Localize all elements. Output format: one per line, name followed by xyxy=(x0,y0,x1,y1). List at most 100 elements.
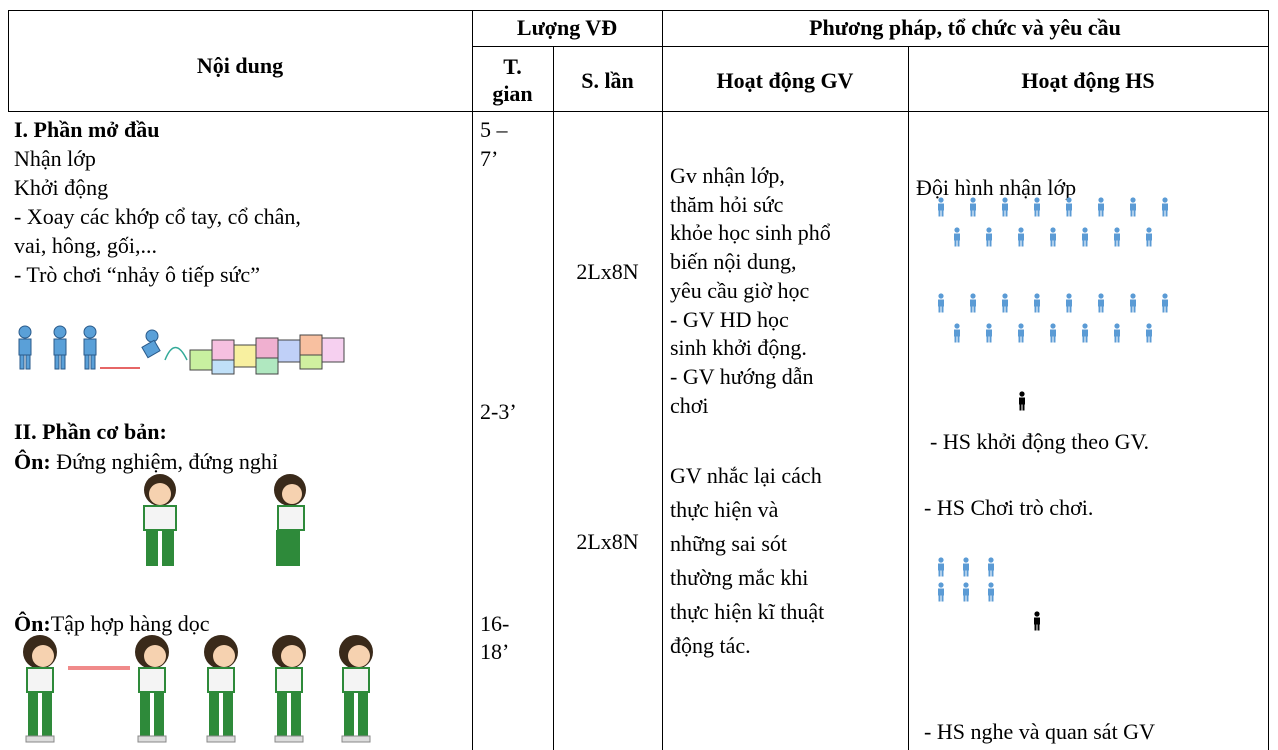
pants xyxy=(291,692,301,738)
student-icon xyxy=(1146,227,1152,247)
head xyxy=(986,227,992,233)
student-icon xyxy=(938,582,944,602)
text-line: - GV hướng dẫn xyxy=(670,363,814,389)
shoe xyxy=(25,735,55,743)
text-line: thực hiện kĩ thuật xyxy=(670,599,825,624)
student-icon xyxy=(1098,197,1104,217)
body xyxy=(988,588,994,596)
head xyxy=(1146,323,1152,329)
pants xyxy=(28,692,38,738)
text-line: những sai sót xyxy=(670,531,788,556)
leg xyxy=(1034,210,1037,217)
header-cell: S. lần xyxy=(581,68,634,93)
student-icon xyxy=(1002,197,1008,217)
body xyxy=(1098,203,1104,211)
head xyxy=(1050,323,1056,329)
body xyxy=(963,588,969,596)
student-icon xyxy=(1130,197,1136,217)
leg xyxy=(1019,404,1022,411)
leg xyxy=(986,336,989,343)
student-icon xyxy=(970,197,976,217)
leg xyxy=(1018,240,1021,247)
shoe xyxy=(137,735,167,743)
text-line: - HS khởi động theo GV. xyxy=(930,429,1150,454)
label: Ôn: xyxy=(14,611,51,636)
pants xyxy=(154,692,164,738)
head xyxy=(970,293,976,299)
pants xyxy=(209,692,219,738)
student-icon xyxy=(954,227,960,247)
time: 18’ xyxy=(480,639,510,664)
time: 16- xyxy=(480,611,510,636)
text-line: Ôn:Tập hợp hàng dọc xyxy=(14,610,210,638)
leg xyxy=(1037,306,1040,313)
section-title: II. Phần cơ bản: xyxy=(14,419,167,444)
leg xyxy=(1053,336,1056,343)
student-icon xyxy=(1082,227,1088,247)
text-line: Ôn: Đứng nghiệm, đứng nghỉ xyxy=(14,448,278,476)
border xyxy=(1268,10,1269,750)
head xyxy=(1082,227,1088,233)
leg xyxy=(991,570,994,577)
body xyxy=(938,563,944,571)
border xyxy=(8,10,9,111)
leg xyxy=(1082,336,1085,343)
student-icon xyxy=(1066,293,1072,313)
text-line: động tác. xyxy=(670,633,751,658)
text-line: Nhận lớp xyxy=(14,146,96,171)
leg xyxy=(1085,336,1088,343)
leg xyxy=(1149,240,1152,247)
leg xyxy=(973,306,976,313)
head xyxy=(1019,391,1025,397)
reps: 2Lx8N xyxy=(576,259,639,284)
body xyxy=(1034,203,1040,211)
time: 2-3’ xyxy=(480,399,517,424)
student-icon xyxy=(963,557,969,577)
lineup-image xyxy=(23,635,373,743)
leg xyxy=(1165,210,1168,217)
body xyxy=(1082,329,1088,337)
student-icon xyxy=(1018,323,1024,343)
header-cell: T. xyxy=(503,54,522,79)
pants xyxy=(277,692,287,738)
leg xyxy=(1069,210,1072,217)
head xyxy=(1130,293,1136,299)
body xyxy=(1082,233,1088,241)
text-line: biến nội dung, xyxy=(670,249,797,275)
head xyxy=(1130,197,1136,203)
student-icon xyxy=(1082,323,1088,343)
text-line: GV nhắc lại cách xyxy=(670,463,822,488)
leg xyxy=(1114,336,1117,343)
leg xyxy=(1002,306,1005,313)
face xyxy=(144,645,166,667)
shirt xyxy=(342,667,370,693)
body xyxy=(1019,397,1025,405)
leg xyxy=(989,336,992,343)
leg xyxy=(1037,210,1040,217)
leg xyxy=(1082,240,1085,247)
leg xyxy=(941,306,944,313)
leg xyxy=(941,595,944,602)
text-line: thực hiện và xyxy=(670,497,779,522)
text-line: - Xoay các khớp cổ tay, cổ chân, xyxy=(14,204,301,229)
pants xyxy=(344,692,354,738)
head xyxy=(1002,293,1008,299)
header-cell: Hoạt động HS xyxy=(1021,68,1155,93)
head xyxy=(938,197,944,203)
leg xyxy=(1050,240,1053,247)
teacher-icon xyxy=(1019,391,1025,411)
student-icon xyxy=(938,557,944,577)
head xyxy=(963,582,969,588)
body xyxy=(954,329,960,337)
head xyxy=(1114,227,1120,233)
head xyxy=(954,323,960,329)
leg xyxy=(1069,306,1072,313)
body xyxy=(1034,617,1040,625)
body xyxy=(1130,203,1136,211)
student-icon xyxy=(988,582,994,602)
student-icon xyxy=(1050,227,1056,247)
leg xyxy=(1133,306,1136,313)
body xyxy=(1114,233,1120,241)
body xyxy=(1066,203,1072,211)
body xyxy=(938,299,944,307)
